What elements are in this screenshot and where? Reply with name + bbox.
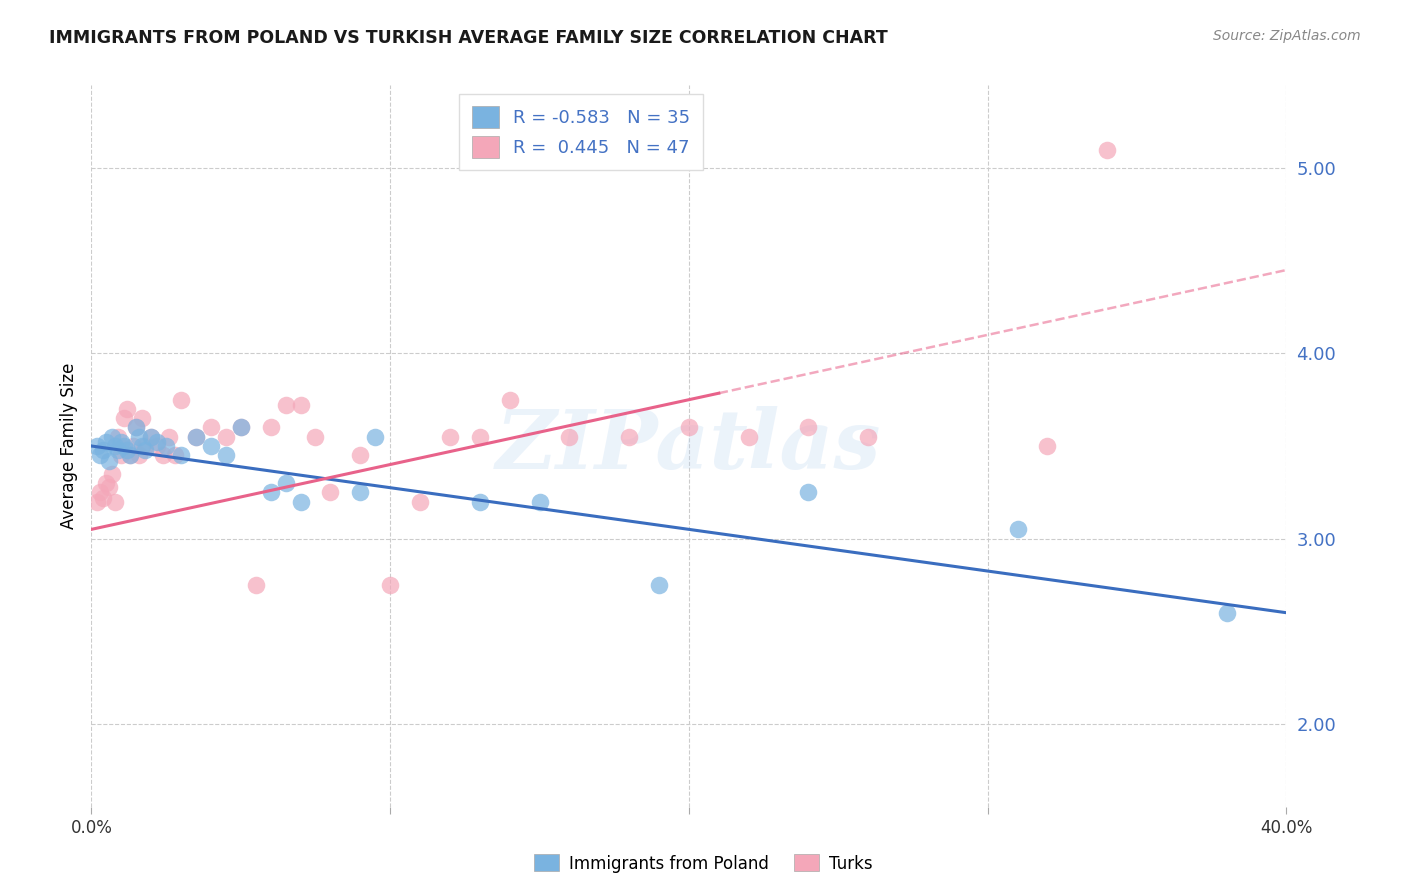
Point <box>98 480 121 494</box>
Legend: R = -0.583   N = 35, R =  0.445   N = 47: R = -0.583 N = 35, R = 0.445 N = 47 <box>458 94 703 170</box>
Point <box>110 448 132 462</box>
Point <box>104 494 127 508</box>
Point <box>184 430 207 444</box>
Point <box>678 420 700 434</box>
Point <box>89 448 111 462</box>
Point <box>439 430 461 444</box>
Point <box>1007 522 1029 536</box>
Point <box>797 485 820 500</box>
Point <box>215 430 238 444</box>
Point <box>259 485 281 500</box>
Point <box>304 430 326 444</box>
Point <box>93 442 115 457</box>
Point <box>134 442 156 457</box>
Text: IMMIGRANTS FROM POLAND VS TURKISH AVERAGE FAMILY SIZE CORRELATION CHART: IMMIGRANTS FROM POLAND VS TURKISH AVERAG… <box>49 29 889 46</box>
Point <box>115 401 138 416</box>
Point <box>259 420 281 434</box>
Point <box>128 430 150 444</box>
Point <box>146 435 169 450</box>
Point <box>290 398 312 412</box>
Point <box>229 420 252 434</box>
Point <box>349 485 371 500</box>
Point <box>112 411 135 425</box>
Point <box>131 411 153 425</box>
Point <box>200 420 222 434</box>
Point <box>1036 439 1059 453</box>
Point <box>96 435 118 450</box>
Point <box>229 420 252 434</box>
Point <box>93 491 115 505</box>
Point <box>115 442 138 457</box>
Point <box>125 420 148 434</box>
Point <box>122 439 145 453</box>
Point <box>170 448 193 462</box>
Point <box>170 392 193 407</box>
Point <box>125 420 148 434</box>
Point <box>120 448 142 462</box>
Point <box>468 430 491 444</box>
Point <box>110 435 132 450</box>
Point <box>468 494 491 508</box>
Point <box>112 439 135 453</box>
Point <box>184 430 207 444</box>
Point <box>107 442 129 457</box>
Point <box>737 430 759 444</box>
Point <box>797 420 820 434</box>
Point <box>89 485 111 500</box>
Point <box>200 439 222 453</box>
Point <box>107 430 129 444</box>
Point <box>101 430 124 444</box>
Point <box>349 448 371 462</box>
Point <box>499 392 522 407</box>
Point <box>86 494 108 508</box>
Point <box>96 476 118 491</box>
Point <box>128 448 150 462</box>
Point <box>101 467 124 481</box>
Point <box>134 439 156 453</box>
Point <box>98 454 121 468</box>
Point <box>146 439 169 453</box>
Point <box>409 494 432 508</box>
Point <box>364 430 387 444</box>
Point <box>215 448 238 462</box>
Point <box>131 439 153 453</box>
Point <box>155 439 177 453</box>
Legend: Immigrants from Poland, Turks: Immigrants from Poland, Turks <box>527 847 879 880</box>
Point <box>245 578 267 592</box>
Point <box>104 439 127 453</box>
Point <box>558 430 581 444</box>
Point <box>163 448 186 462</box>
Point <box>157 430 180 444</box>
Point <box>120 448 142 462</box>
Point <box>152 448 174 462</box>
Point <box>319 485 342 500</box>
Point <box>1216 606 1239 620</box>
Point <box>619 430 641 444</box>
Point <box>274 398 297 412</box>
Point <box>141 430 163 444</box>
Point <box>529 494 551 508</box>
Point <box>86 439 108 453</box>
Y-axis label: Average Family Size: Average Family Size <box>59 363 77 529</box>
Point <box>274 476 297 491</box>
Point <box>648 578 671 592</box>
Text: Source: ZipAtlas.com: Source: ZipAtlas.com <box>1213 29 1361 43</box>
Point <box>141 430 163 444</box>
Point <box>1097 143 1119 157</box>
Point <box>858 430 880 444</box>
Point <box>380 578 402 592</box>
Text: ZIPatlas: ZIPatlas <box>496 406 882 486</box>
Point <box>290 494 312 508</box>
